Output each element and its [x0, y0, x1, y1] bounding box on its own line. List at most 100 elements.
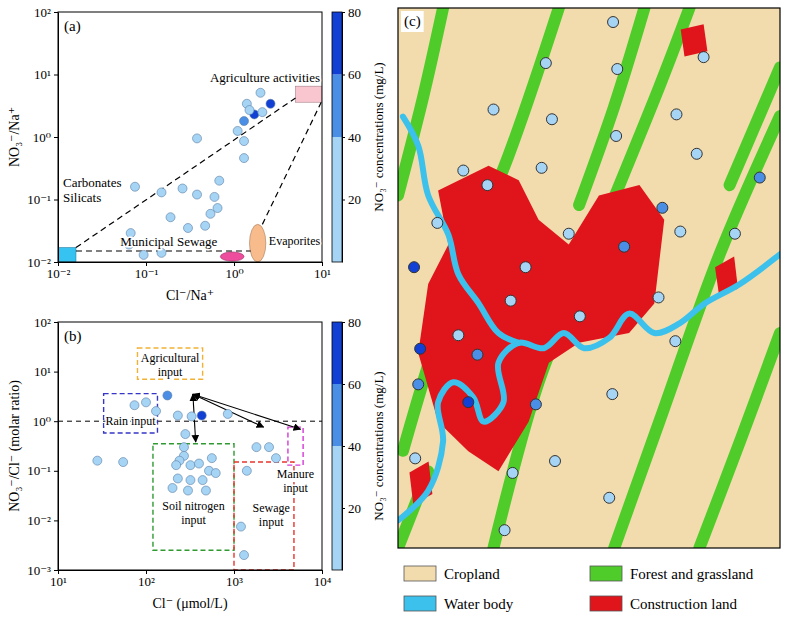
end-member-region: [104, 394, 158, 433]
y-tick-mark: [54, 372, 58, 373]
region-label: Evaporites: [269, 234, 321, 248]
end-member-region: [58, 248, 76, 262]
legend-swatch: [590, 566, 622, 581]
y-tick: 10²: [34, 315, 58, 330]
sample-point: [172, 461, 181, 470]
x-axis-line: [59, 262, 323, 263]
sample-point: [130, 401, 139, 410]
region-label-line: input: [259, 515, 284, 529]
land-use-shape: [403, 117, 519, 343]
sample-point: [271, 454, 280, 463]
y-tick-mark: [54, 421, 58, 422]
y-axis: 10⁻²10⁻¹10⁰10¹10²: [27, 5, 58, 270]
end-member-region: [153, 444, 234, 550]
region-label-line: Carbonates: [63, 175, 121, 190]
sample-site: [415, 343, 426, 354]
y-tick-label: 10⁻¹: [27, 463, 51, 478]
y-tick: 10¹: [34, 364, 58, 379]
y-tick-label: 10¹: [34, 364, 51, 379]
x-tick: 10⁻¹: [135, 262, 159, 281]
sample-point: [178, 184, 187, 193]
sample-point: [240, 551, 249, 560]
sample-point: [245, 106, 254, 115]
sample-point: [240, 154, 249, 163]
y-tick-mark: [54, 137, 58, 138]
sample-site: [409, 262, 420, 273]
sample-point: [240, 137, 249, 146]
colorbar-bin: [332, 12, 342, 75]
sample-point: [256, 88, 265, 97]
land-use-shape: [699, 333, 780, 548]
colorbar-tick-mark: [342, 446, 345, 447]
sample-site: [413, 379, 424, 390]
sample-point: [173, 411, 182, 420]
colorbar-frame: [332, 322, 342, 570]
y-tick: 10⁰: [33, 414, 58, 429]
y-tick-mark: [54, 471, 58, 472]
x-tick: 10⁰: [225, 262, 243, 281]
region-label-line: Manure: [277, 467, 314, 481]
sample-point: [265, 443, 274, 452]
region-label-line: Soil nitrogen: [162, 499, 224, 513]
colorbar-tick-mark: [342, 137, 345, 138]
y-tick-mark: [54, 322, 58, 323]
region-label-line: input: [181, 513, 206, 527]
y-tick-label: 10⁻²: [27, 513, 51, 528]
panel-letter: (b): [64, 328, 82, 345]
land-use-shape: [398, 254, 780, 520]
colorbar-bin: [332, 322, 342, 384]
x-tick-label: 10³: [226, 574, 243, 589]
sample-point: [139, 250, 148, 259]
y-tick-label: 10²: [34, 5, 51, 20]
plot-background: [58, 12, 322, 262]
colorbar-tick: 80: [342, 5, 361, 20]
sample-site: [472, 349, 483, 360]
x-tick-label: 10⁻¹: [135, 266, 159, 281]
region-label-line: Agricultural: [141, 351, 200, 365]
legend: CroplandForest and grasslandWater bodyCo…: [404, 566, 754, 612]
colorbar-bin: [332, 446, 342, 570]
x-axis: 10¹ 10² 10³ 10⁴: [50, 570, 332, 589]
sample-site: [410, 453, 421, 464]
panel-1: 10¹10²10³10⁴10⁻³10⁻²10⁻¹10⁰10¹10²Cl⁻ (μm…: [7, 315, 386, 612]
mixing-arrow: [193, 394, 264, 427]
sample-point: [142, 398, 151, 407]
region-label-line: Silicats: [63, 190, 101, 205]
land-use-shape: [579, 8, 644, 205]
x-tick-label: 10⁴: [314, 574, 332, 589]
colorbar-title: NO₃⁻ concentrations (mg/L): [371, 62, 386, 211]
sample-point: [233, 126, 242, 135]
colorbar: 20406080NO₃⁻ concentrations (mg/L): [332, 5, 386, 263]
sample-site: [675, 226, 686, 237]
colorbar-tick: 40: [342, 130, 361, 145]
y-tick-label: 10²: [34, 315, 51, 330]
legend-swatch: [404, 566, 436, 581]
figure: 10⁻²10⁻¹10⁰10¹10⁻²10⁻¹10⁰10¹10²Cl⁻/Na⁺NO…: [0, 0, 786, 625]
x-tick-label: 10¹: [50, 574, 67, 589]
end-member-region: [288, 427, 303, 465]
sample-point: [223, 409, 232, 418]
sample-point: [252, 443, 261, 452]
y-axis-line: [58, 13, 59, 263]
sample-point: [242, 466, 251, 475]
region-label-line: Evaporites: [269, 234, 321, 248]
sample-site: [507, 467, 518, 478]
region-label-line: Agriculture activities: [210, 70, 320, 85]
sample-site: [671, 109, 682, 120]
panel-letter-group: (c): [401, 11, 424, 32]
x-tick: 10²: [138, 570, 155, 589]
colorbar-bin: [332, 137, 342, 262]
legend-label: Water body: [444, 596, 514, 612]
plot-area: [58, 348, 322, 570]
x-tick: 10³: [226, 570, 243, 589]
colorbar-axis: 20406080: [342, 315, 361, 571]
y-axis-line: [58, 323, 59, 571]
panel-2: (c) CroplandForest and grasslandWater bod…: [398, 8, 780, 612]
mixing-arrow: [193, 394, 301, 429]
y-tick-label: 10⁻³: [27, 563, 51, 578]
sample-site: [563, 228, 574, 239]
colorbar-tick-label: 20: [348, 192, 361, 207]
x-tick-label: 10⁰: [225, 266, 243, 281]
sample-point: [183, 486, 192, 495]
region-label: Rain input: [105, 414, 156, 428]
